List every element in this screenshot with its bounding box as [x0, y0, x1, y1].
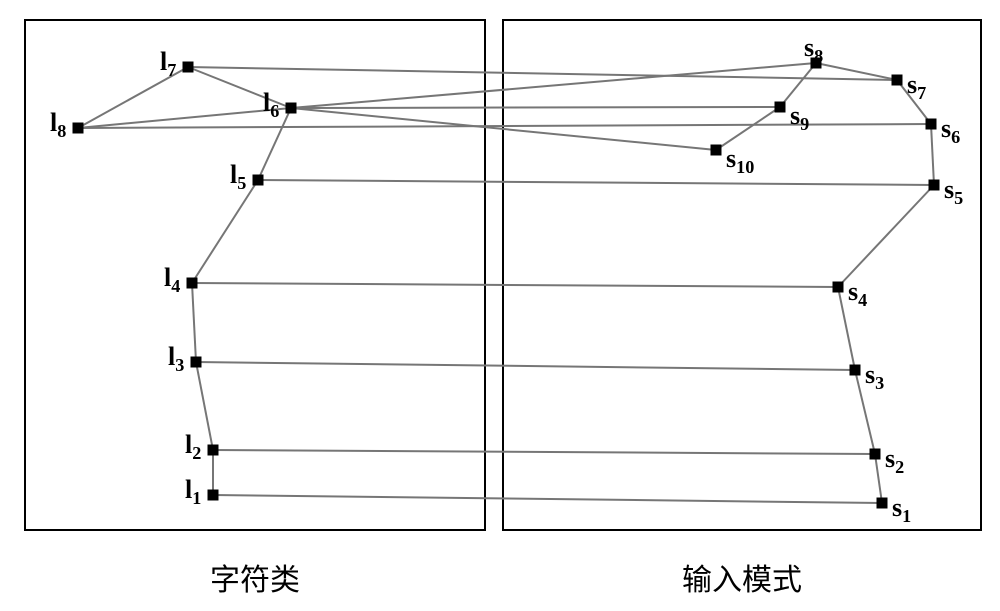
label-l1: l1 — [185, 477, 201, 507]
label-letter: s — [885, 444, 895, 473]
label-l3: l3 — [168, 344, 184, 374]
node-s7 — [892, 75, 902, 85]
label-sub: 8 — [814, 46, 823, 66]
label-letter: s — [865, 360, 875, 389]
node-s3 — [850, 365, 860, 375]
label-s9: s9 — [790, 103, 809, 133]
label-l8: l8 — [50, 110, 66, 140]
label-s5: s5 — [944, 177, 963, 207]
label-sub: 7 — [917, 83, 926, 103]
caption-right: 输入模式 — [642, 555, 842, 599]
label-s4: s4 — [848, 279, 867, 309]
node-s5 — [929, 180, 939, 190]
label-l5: l5 — [230, 162, 246, 192]
label-sub: 2 — [192, 443, 201, 463]
label-sub: 1 — [902, 506, 911, 526]
node-l4 — [187, 278, 197, 288]
node-s6 — [926, 119, 936, 129]
label-s10: s10 — [726, 146, 754, 176]
label-letter: s — [892, 493, 902, 522]
label-sub: 3 — [875, 373, 884, 393]
label-sub: 8 — [57, 121, 66, 141]
label-sub: 10 — [736, 157, 754, 177]
node-l1 — [208, 490, 218, 500]
node-s1 — [877, 498, 887, 508]
label-s8: s8 — [804, 35, 823, 65]
label-letter: s — [941, 114, 951, 143]
label-s6: s6 — [941, 116, 960, 146]
label-letter: s — [804, 33, 814, 62]
label-l4: l4 — [164, 265, 180, 295]
label-sub: 1 — [192, 488, 201, 508]
label-sub: 5 — [237, 173, 246, 193]
caption-left: 字符类 — [155, 555, 355, 599]
node-l7 — [183, 62, 193, 72]
label-letter: s — [907, 70, 917, 99]
node-l8 — [73, 123, 83, 133]
label-sub: 9 — [800, 114, 809, 134]
label-sub: 2 — [895, 457, 904, 477]
label-letter: s — [944, 175, 954, 204]
node-s9 — [775, 102, 785, 112]
label-sub: 7 — [167, 60, 176, 80]
label-sub: 3 — [175, 355, 184, 375]
node-l2 — [208, 445, 218, 455]
label-s2: s2 — [885, 446, 904, 476]
label-letter: s — [790, 101, 800, 130]
label-sub: 4 — [858, 290, 867, 310]
node-s10 — [711, 145, 721, 155]
label-l6: l6 — [263, 90, 279, 120]
label-s3: s3 — [865, 362, 884, 392]
label-sub: 5 — [954, 188, 963, 208]
node-l6 — [286, 103, 296, 113]
label-letter: s — [726, 144, 736, 173]
label-s7: s7 — [907, 72, 926, 102]
node-s4 — [833, 282, 843, 292]
node-s2 — [870, 449, 880, 459]
label-letter: s — [848, 277, 858, 306]
diagram-stage: l1l2l3l4l5l6l7l8s1s2s3s4s5s6s7s8s9s10 字符… — [0, 0, 1000, 611]
edge-cross — [291, 107, 780, 108]
label-sub: 4 — [171, 276, 180, 296]
label-l2: l2 — [185, 432, 201, 462]
label-sub: 6 — [270, 101, 279, 121]
node-l5 — [253, 175, 263, 185]
label-sub: 6 — [951, 127, 960, 147]
label-s1: s1 — [892, 495, 911, 525]
label-l7: l7 — [160, 49, 176, 79]
node-l3 — [191, 357, 201, 367]
